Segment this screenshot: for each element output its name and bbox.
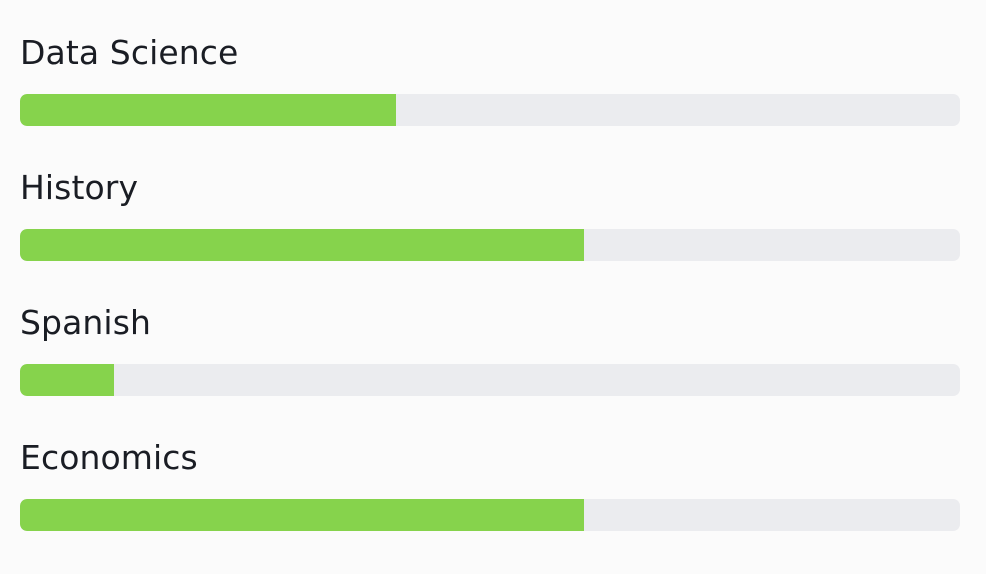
progress-track xyxy=(20,229,960,261)
progress-track xyxy=(20,499,960,531)
course-progress-list: Data Science History Spanish Economics xyxy=(20,0,960,540)
progress-fill xyxy=(20,94,396,126)
progress-track xyxy=(20,364,960,396)
course-progress-history: History xyxy=(20,135,960,270)
course-progress-data-science: Data Science xyxy=(20,0,960,135)
course-progress-spanish: Spanish xyxy=(20,270,960,405)
progress-fill xyxy=(20,364,114,396)
course-label: Data Science xyxy=(20,33,239,72)
progress-fill xyxy=(20,499,584,531)
course-progress-economics: Economics xyxy=(20,405,960,540)
progress-track xyxy=(20,94,960,126)
course-label: Spanish xyxy=(20,303,152,342)
course-label: Economics xyxy=(20,438,198,477)
progress-fill xyxy=(20,229,584,261)
course-label: History xyxy=(20,168,139,207)
